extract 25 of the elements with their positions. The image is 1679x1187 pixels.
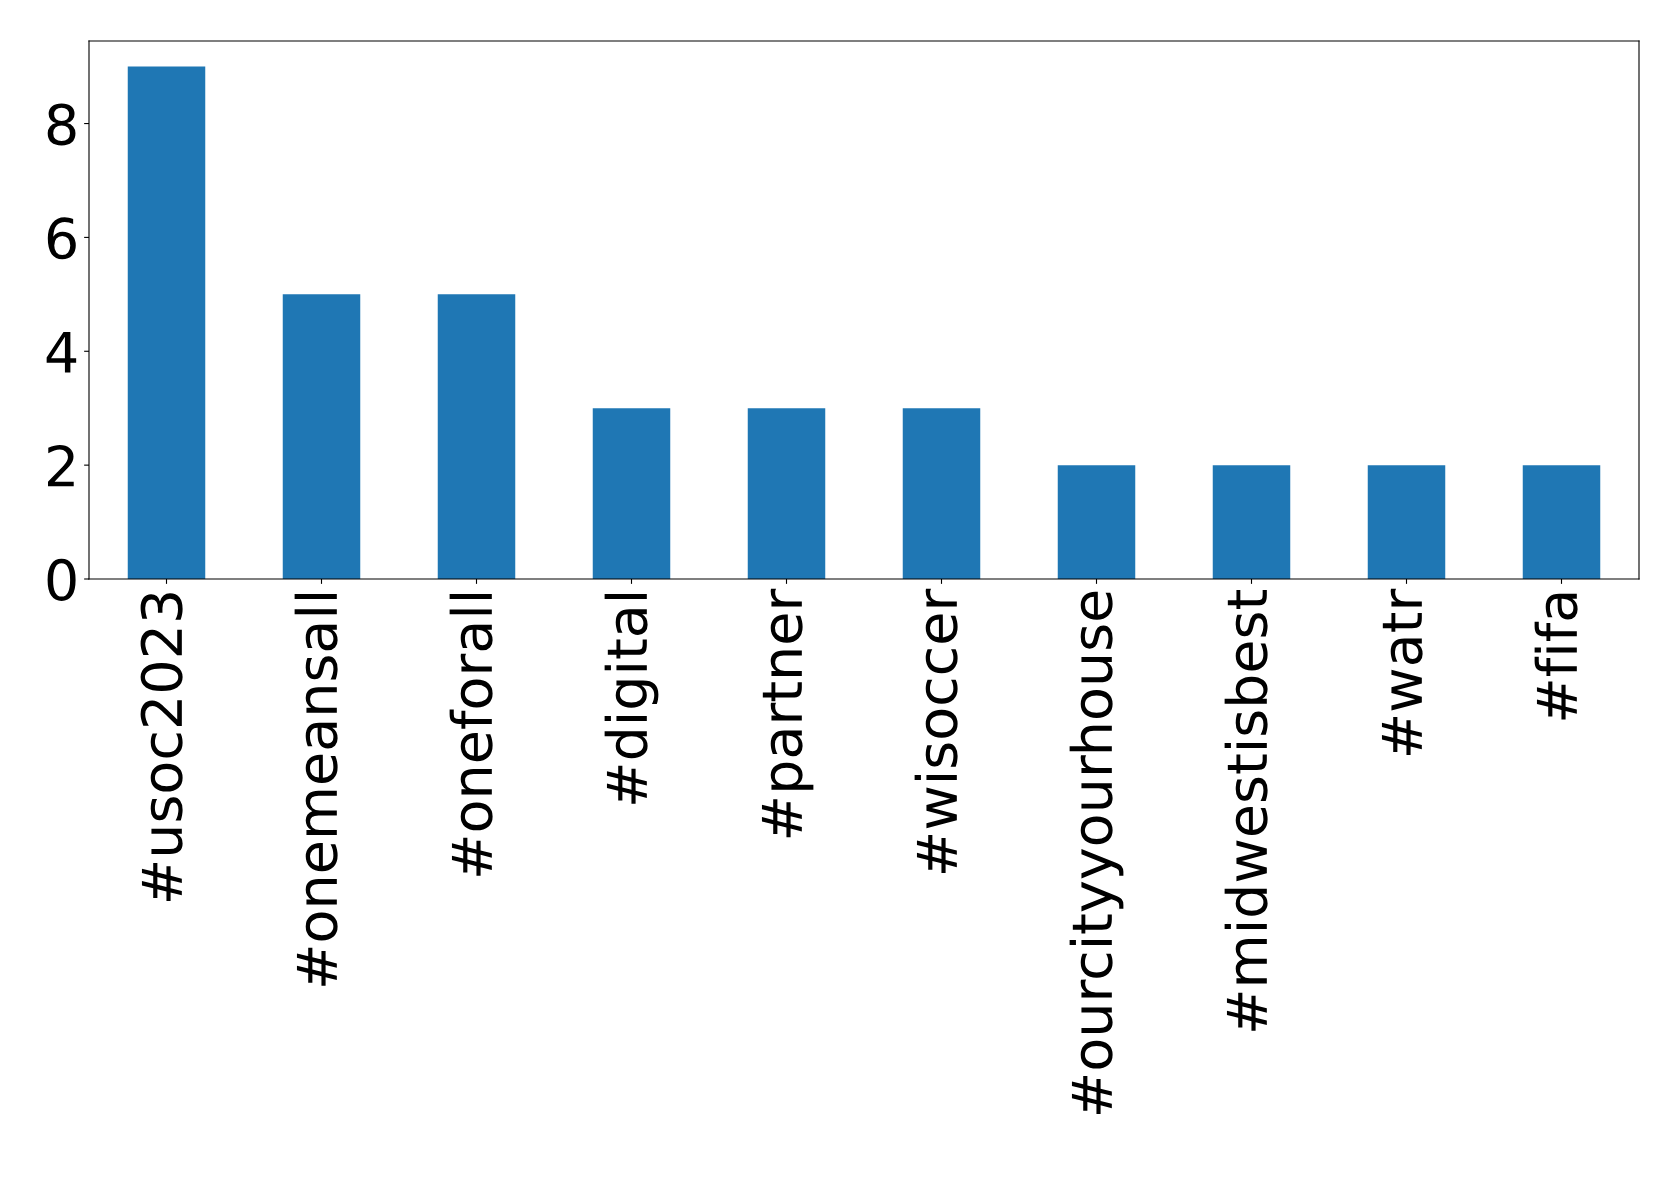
bar [127, 66, 206, 579]
bar [1522, 465, 1601, 579]
bar [437, 294, 516, 579]
bar [1367, 465, 1446, 579]
bar [1212, 465, 1291, 579]
x-tick-label: #oneforall [449, 593, 493, 876]
x-tick-label: #ourcityyourhouse [1069, 591, 1124, 1114]
y-tick-label: 6 [47, 217, 76, 260]
x-tick-label: #wisoccer [914, 588, 958, 873]
x-tick-label: #usoc2023 [140, 593, 183, 902]
x-tick-label: #fifa [1534, 593, 1578, 720]
x-tick-label: #midwestisbest [1224, 590, 1268, 1031]
x-tick-label: #watr [1381, 588, 1423, 756]
bar [902, 408, 981, 579]
bar [282, 294, 361, 579]
y-tick-label: 8 [47, 103, 76, 146]
x-tick-label: #partner [761, 588, 814, 838]
x-tick-label: #onemeansall [294, 593, 338, 986]
bar [747, 408, 826, 579]
x-tick-label: #digital [604, 593, 659, 804]
y-tick-label: 2 [48, 445, 74, 487]
y-tick-label: 0 [47, 558, 76, 601]
bar [1057, 465, 1136, 579]
y-tick-label: 4 [46, 331, 77, 373]
bar [592, 408, 671, 579]
